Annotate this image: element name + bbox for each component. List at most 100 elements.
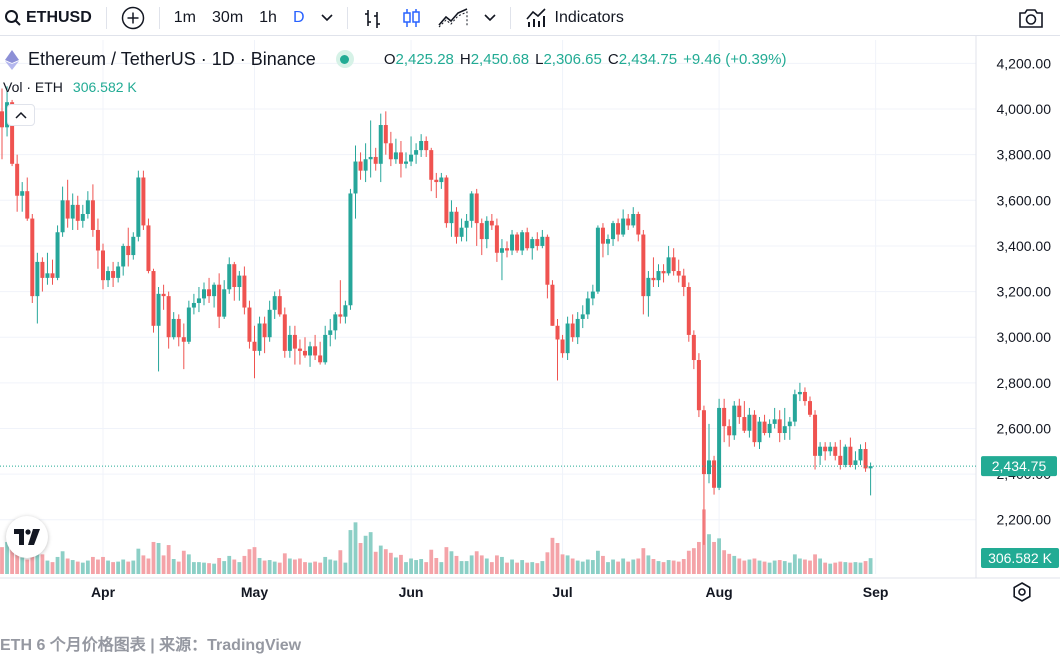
volume-bar bbox=[686, 550, 691, 574]
volume-bar bbox=[621, 558, 626, 574]
candle bbox=[419, 134, 424, 157]
volume-bar bbox=[222, 561, 227, 574]
close-label: C bbox=[607, 50, 619, 68]
chart-legend: Ethereum / TetherUS · 1D · Binance O2,42… bbox=[0, 46, 786, 72]
chart-settings-button[interactable] bbox=[1012, 582, 1032, 607]
candle bbox=[732, 401, 737, 440]
chart-type-dropdown[interactable] bbox=[476, 0, 504, 36]
candle bbox=[267, 300, 272, 342]
candle-body bbox=[600, 227, 605, 244]
area-style-button[interactable] bbox=[430, 0, 476, 36]
candle bbox=[383, 111, 388, 155]
volume-tag bbox=[981, 548, 1059, 568]
volume-bar bbox=[242, 555, 247, 574]
candle-body bbox=[10, 102, 15, 164]
candle bbox=[176, 314, 181, 347]
candle-body bbox=[222, 289, 227, 317]
candle bbox=[459, 218, 464, 242]
symbol-label: ETHUSD bbox=[26, 8, 92, 26]
tradingview-logo-icon bbox=[14, 529, 40, 545]
volume-bar bbox=[136, 548, 141, 574]
interval-30m[interactable]: 30m bbox=[212, 8, 244, 26]
candle-body bbox=[136, 177, 141, 237]
volume-bar bbox=[767, 562, 772, 574]
candle bbox=[818, 442, 823, 465]
tradingview-logo[interactable] bbox=[6, 516, 48, 558]
candle bbox=[409, 136, 414, 167]
candle bbox=[368, 120, 373, 178]
candle bbox=[25, 177, 30, 221]
volume-bar bbox=[404, 562, 408, 574]
candle-body bbox=[101, 250, 105, 281]
compare-button[interactable] bbox=[113, 0, 153, 36]
candle-body bbox=[363, 159, 368, 171]
candle bbox=[363, 143, 368, 183]
candle bbox=[212, 282, 217, 308]
candle bbox=[398, 140, 403, 178]
interval-dropdown[interactable] bbox=[313, 0, 341, 36]
candle-body bbox=[838, 455, 843, 465]
figure-caption: ETH 6 个月价格图表 | 来源：TradingView bbox=[0, 637, 302, 654]
volume-bar bbox=[772, 560, 777, 574]
candle bbox=[570, 314, 575, 342]
candle bbox=[262, 316, 267, 354]
indicators-icon bbox=[525, 7, 546, 27]
candle bbox=[70, 193, 75, 230]
interval-1m[interactable]: 1m bbox=[173, 8, 197, 26]
candle bbox=[191, 293, 196, 315]
volume-bar bbox=[262, 560, 267, 574]
volume-bar bbox=[0, 547, 4, 574]
interval-d[interactable]: D bbox=[292, 8, 305, 26]
candle bbox=[858, 444, 863, 465]
candle-body bbox=[843, 446, 848, 465]
candle-body bbox=[505, 248, 509, 251]
time-axis[interactable]: Apr May Jun Jul Aug Sep bbox=[91, 584, 889, 600]
candle bbox=[600, 223, 605, 258]
candle-body bbox=[686, 287, 691, 335]
candle bbox=[318, 341, 323, 365]
volume-bar bbox=[85, 560, 90, 574]
candle-body bbox=[111, 271, 116, 278]
candle-body bbox=[823, 446, 828, 452]
candle bbox=[565, 316, 570, 361]
candle bbox=[777, 410, 782, 443]
volume-bar bbox=[742, 560, 747, 574]
high-label: H bbox=[459, 50, 471, 68]
candle-body bbox=[262, 323, 267, 338]
volume-bar bbox=[727, 553, 732, 574]
candle-body bbox=[656, 271, 661, 281]
snapshot-button[interactable] bbox=[1010, 0, 1052, 36]
volume-bar bbox=[762, 561, 767, 574]
interval-1h[interactable]: 1h bbox=[259, 8, 277, 26]
candle-body bbox=[424, 140, 429, 151]
candle-body bbox=[348, 193, 353, 306]
volume-bar bbox=[858, 562, 863, 574]
candle-body bbox=[510, 234, 515, 251]
candle-body bbox=[742, 417, 747, 431]
volume-bar bbox=[176, 561, 181, 574]
candle-body bbox=[560, 339, 565, 354]
symbol-search[interactable]: ETHUSD bbox=[0, 0, 100, 36]
volume-bar bbox=[737, 558, 742, 574]
candle-body bbox=[782, 426, 787, 434]
market-status-icon[interactable] bbox=[335, 50, 354, 68]
candle bbox=[621, 209, 626, 237]
candle bbox=[626, 214, 631, 230]
candle bbox=[308, 341, 313, 367]
volume-bar bbox=[111, 562, 115, 574]
volume-bar bbox=[277, 562, 282, 574]
bars-style-button[interactable] bbox=[354, 0, 392, 36]
volume-bar bbox=[661, 562, 666, 574]
candle-body bbox=[202, 289, 206, 299]
candle bbox=[40, 257, 45, 292]
candle-body bbox=[545, 236, 550, 285]
indicators-button[interactable]: Indicators bbox=[517, 0, 632, 36]
candle bbox=[65, 179, 70, 228]
candle-body bbox=[75, 204, 80, 221]
candle-body bbox=[60, 200, 65, 233]
candles-style-button[interactable] bbox=[392, 0, 430, 36]
collapse-legend-button[interactable] bbox=[7, 104, 35, 126]
candle bbox=[156, 287, 161, 372]
symbol-title[interactable]: Ethereum / TetherUS · 1D · Binance bbox=[28, 48, 316, 69]
